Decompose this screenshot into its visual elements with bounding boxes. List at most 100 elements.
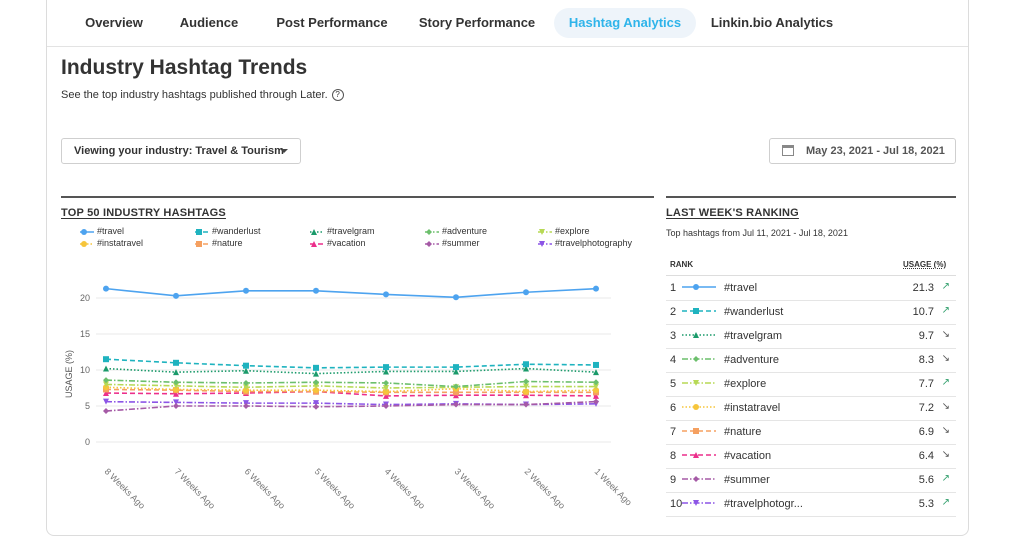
data-point xyxy=(523,383,529,390)
legend-item-wanderlust[interactable]: #wanderlust xyxy=(195,226,261,237)
legend-label: #vacation xyxy=(327,238,366,248)
series-summer xyxy=(103,398,599,415)
travelgram-swatch xyxy=(682,332,716,338)
data-point xyxy=(523,289,529,296)
data-point xyxy=(523,365,529,372)
page-title: Industry Hashtag Trends xyxy=(61,56,308,79)
rank-usage: 6.4 xyxy=(918,450,934,462)
ranking-row[interactable]: 3 #travelgram 9.7 ↘ xyxy=(666,324,956,349)
swatch-marker xyxy=(693,356,699,362)
x-tick-label: 5 Weeks Ago xyxy=(313,466,357,510)
rank-hashtag: #wanderlust xyxy=(724,306,784,318)
swatch-marker xyxy=(81,240,87,247)
legend-item-explore[interactable]: #explore xyxy=(538,226,590,237)
trend-down-icon: ↘ xyxy=(941,449,950,460)
x-tick-label: 8 Weeks Ago xyxy=(103,466,147,510)
usage-column-header: USAGE (%) xyxy=(903,260,947,269)
ranking-row[interactable]: 7 #nature 6.9 ↘ xyxy=(666,420,956,445)
y-tick-label: 15 xyxy=(80,329,90,339)
chevron-down-icon xyxy=(280,149,288,153)
legend-item-travel[interactable]: #travel xyxy=(80,226,124,237)
data-point xyxy=(243,384,249,391)
data-point xyxy=(103,356,109,363)
explore-swatch xyxy=(538,228,552,235)
tab-overview[interactable]: Overview xyxy=(85,15,143,30)
data-point xyxy=(103,398,109,405)
vacation-swatch xyxy=(310,240,324,247)
legend-item-nature[interactable]: #nature xyxy=(195,238,243,249)
ranking-row[interactable]: 1 #travel 21.3 ↗ xyxy=(666,276,956,301)
rank-number: 2 xyxy=(670,306,677,318)
rank-usage: 7.2 xyxy=(918,402,934,414)
y-tick-label: 20 xyxy=(80,293,90,303)
data-point xyxy=(383,385,389,391)
ranking-row[interactable]: 9 #summer 5.6 ↗ xyxy=(666,468,956,493)
legend-item-instatravel[interactable]: #instatravel xyxy=(80,238,143,249)
ranking-title: LAST WEEK'S RANKING xyxy=(666,207,799,219)
data-point xyxy=(103,408,109,415)
rank-usage: 21.3 xyxy=(912,282,934,294)
tab-audience[interactable]: Audience xyxy=(179,15,239,30)
series-wanderlust xyxy=(103,356,599,371)
travelphotography-swatch xyxy=(538,240,552,247)
help-icon[interactable]: ? xyxy=(331,89,344,102)
ranking-row[interactable]: 8 #vacation 6.4 ↘ xyxy=(666,444,956,469)
ranking-section-divider xyxy=(666,196,956,198)
tab-hashtag-analytics[interactable]: Hashtag Analytics xyxy=(554,8,696,38)
rank-hashtag: #travelphotogr... xyxy=(724,498,803,510)
legend-item-summer[interactable]: #summer xyxy=(425,238,480,249)
travelphotography-swatch xyxy=(682,500,716,506)
y-tick-label: 0 xyxy=(85,437,90,447)
data-point xyxy=(103,390,109,397)
analytics-tabs: Overview Audience Post Performance Story… xyxy=(47,0,968,47)
data-point xyxy=(593,285,599,292)
data-point xyxy=(173,379,179,386)
ranking-row[interactable]: 4 #adventure 8.3 ↘ xyxy=(666,348,956,373)
tab-linkinbio-analytics[interactable]: Linkin.bio Analytics xyxy=(710,15,834,30)
data-point xyxy=(243,403,249,409)
x-tick-label: 2 Weeks Ago xyxy=(523,466,567,510)
data-point xyxy=(173,382,179,389)
page-subtitle: See the top industry hashtags published … xyxy=(61,89,344,102)
series-line-wanderlust xyxy=(105,358,597,369)
nature-swatch xyxy=(682,428,716,434)
data-point xyxy=(383,291,389,298)
instatravel-swatch xyxy=(80,240,94,247)
ranking-row[interactable]: 10 #travelphotogr... 5.3 ↗ xyxy=(666,492,956,517)
industry-dropdown[interactable]: Viewing your industry: Travel & Tourism xyxy=(61,138,301,164)
swatch-marker xyxy=(539,240,545,247)
rank-number: 6 xyxy=(670,402,677,414)
data-point xyxy=(313,387,319,394)
date-range-picker[interactable]: May 23, 2021 - Jul 18, 2021 xyxy=(769,138,956,164)
vacation-swatch xyxy=(682,452,716,458)
legend-label: #nature xyxy=(212,238,243,248)
data-point xyxy=(173,390,179,397)
legend-item-vacation[interactable]: #vacation xyxy=(310,238,366,249)
data-point xyxy=(103,377,109,384)
legend-item-travelphotography[interactable]: #travelphotography xyxy=(538,238,632,249)
ranking-row[interactable]: 5 #explore 7.7 ↗ xyxy=(666,372,956,397)
series-line-travelgram xyxy=(105,367,597,375)
tab-post-performance[interactable]: Post Performance xyxy=(276,15,388,30)
series-line-travel xyxy=(105,287,597,299)
rank-number: 7 xyxy=(670,426,677,438)
wanderlust-swatch xyxy=(195,228,209,235)
legend-item-adventure[interactable]: #adventure xyxy=(425,226,487,237)
rank-usage: 8.3 xyxy=(918,354,934,366)
data-point xyxy=(313,403,319,410)
swatch-marker xyxy=(693,284,699,290)
data-point xyxy=(103,365,109,372)
data-point xyxy=(383,379,389,386)
legend-item-travelgram[interactable]: #travelgram xyxy=(310,226,375,237)
summer-swatch xyxy=(682,476,716,482)
swatch-marker xyxy=(693,308,699,314)
data-point xyxy=(103,285,109,292)
ranking-row[interactable]: 6 #instatravel 7.2 ↘ xyxy=(666,396,956,421)
calendar-icon xyxy=(782,145,794,156)
data-point xyxy=(173,403,179,409)
data-point xyxy=(523,361,529,368)
chart-section-title: TOP 50 INDUSTRY HASHTAGS xyxy=(61,207,226,219)
tab-story-performance[interactable]: Story Performance xyxy=(418,15,536,30)
trend-down-icon: ↘ xyxy=(941,329,950,340)
ranking-row[interactable]: 2 #wanderlust 10.7 ↗ xyxy=(666,300,956,325)
